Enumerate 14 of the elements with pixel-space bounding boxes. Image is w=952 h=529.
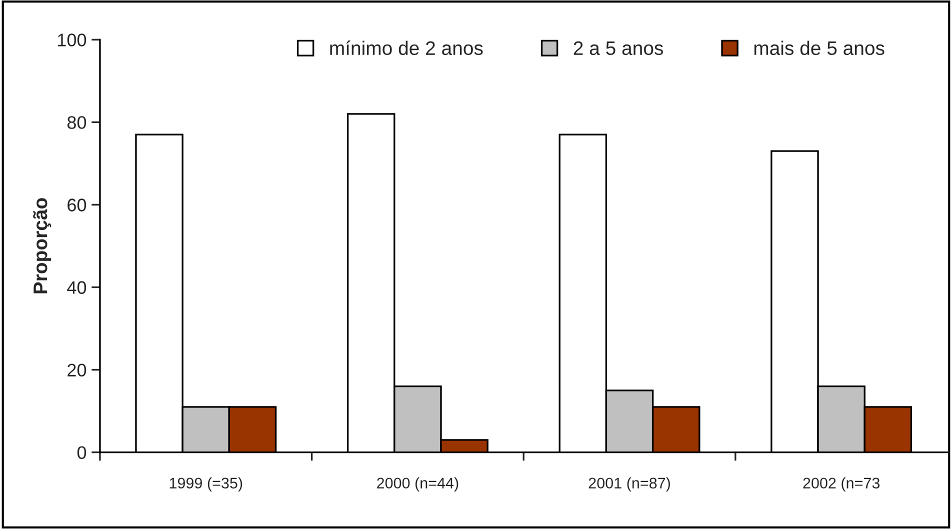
y-tick-label: 0	[77, 446, 86, 460]
y-tick-label: 80	[67, 116, 86, 129]
x-tick-label: 1999 (=35)	[170, 477, 242, 492]
x-tick-label: 2000 (n=44)	[377, 477, 458, 492]
legend-label: 2 a 5 anos	[574, 41, 663, 56]
y-tick-label: 100	[58, 34, 86, 46]
y-axis-title: Proporção	[33, 198, 52, 294]
legend-label: mínimo de 2 anos	[330, 40, 483, 56]
x-tick-label: 2001 (n=87)	[588, 477, 670, 492]
y-tick-label: 40	[67, 281, 86, 294]
y-tick-label: 60	[68, 198, 86, 212]
legend-label: mais de 5 anos	[754, 40, 884, 56]
x-tick-label: 2002 (n=73	[803, 477, 880, 492]
y-tick-label: 20	[68, 364, 86, 376]
